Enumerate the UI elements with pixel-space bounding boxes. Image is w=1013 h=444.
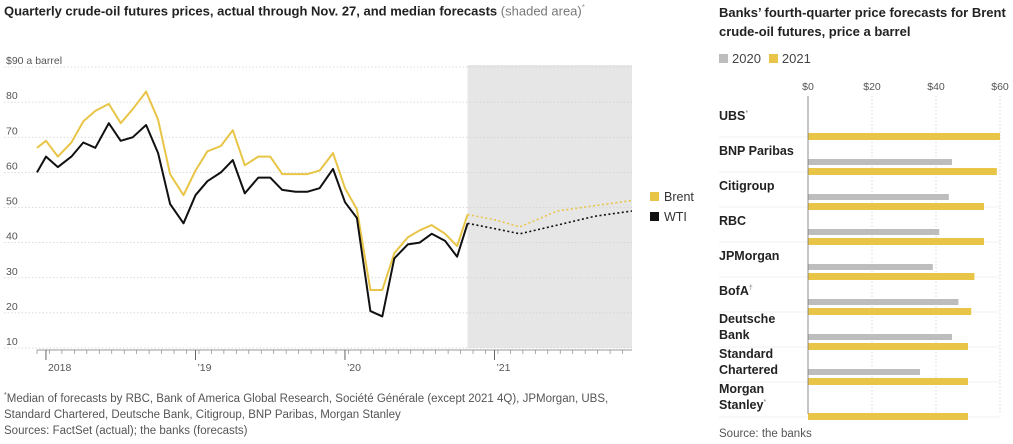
legend-swatch-2021 [768, 54, 778, 63]
y-tick-label-60: 60 [6, 160, 18, 172]
legend-item-2020: 2020 [719, 51, 761, 66]
bank-label-8: Morgan Stanley* [719, 382, 766, 412]
bar-2021-4 [808, 273, 975, 280]
bar-x-tick-label-0: $0 [802, 81, 814, 93]
bank-label-line: BNP Paribas [719, 144, 794, 158]
legend-label-brent: Brent [664, 190, 694, 204]
bar-2020-7 [808, 369, 920, 375]
note-mark: * [4, 392, 7, 399]
bar-2020-1 [808, 159, 952, 165]
bank-label-5: BofA† [719, 284, 753, 298]
legend-swatch-wti [650, 212, 659, 221]
y-tick-label-50: 50 [6, 196, 18, 208]
legend-swatch-2020 [719, 54, 728, 63]
y-tick-label-90: $90 a barrel [6, 55, 62, 67]
bank-label-line: Citigroup [719, 179, 775, 193]
bar-2021-2 [808, 203, 984, 210]
bar-x-tick-label-60: $60 [991, 81, 1009, 93]
bar-2020-5 [808, 299, 959, 305]
left-title-mark: * [581, 3, 585, 12]
bar-2021-8 [808, 413, 968, 420]
series-line-brent [36, 90, 469, 291]
bar-2021-5 [808, 308, 972, 315]
bar-2021-0 [808, 133, 1000, 140]
bank-label-6: Deutsche Bank [719, 312, 775, 342]
y-tick-label-40: 40 [6, 231, 18, 243]
note-line-2: Standard Chartered, Deutsche Bank, Citig… [4, 408, 401, 421]
bar-x-tick-label-40: $40 [927, 81, 945, 93]
bank-label-line: Bank [719, 328, 750, 342]
forecast-shaded-area [467, 65, 632, 348]
bank-label-2: Citigroup [719, 179, 775, 193]
bank-label-line: JPMorgan [719, 249, 779, 263]
y-tick-label-70: 70 [6, 125, 18, 137]
left-title-main: Quarterly crude-oil futures prices, actu… [4, 3, 498, 19]
series-forecast-wti [467, 210, 633, 235]
bank-label-0: UBS* [719, 109, 748, 123]
bank-label-line: Deutsche [719, 312, 775, 326]
x-tick-label-2018: 2018 [48, 362, 72, 374]
bank-label-line: Standard [719, 347, 773, 361]
series-forecast-brent [467, 199, 633, 228]
legend-swatch-brent [650, 192, 659, 201]
bank-label-line: BofA [719, 284, 749, 298]
bar-2021-3 [808, 238, 984, 245]
bank-label-line: UBS [719, 109, 745, 123]
legend-item-2021: 2021 [768, 51, 811, 66]
note-text-1: Median of forecasts by RBC, Bank of Amer… [6, 392, 609, 405]
legend-label-2020: 2020 [732, 51, 761, 66]
bar-2020-3 [808, 229, 940, 235]
bank-chart-legend: 2020 2021 [719, 51, 811, 66]
bank-label-mark: * [745, 110, 748, 117]
left-chart-title: Quarterly crude-oil futures prices, actu… [4, 3, 585, 18]
bank-chart-source: Source: the banks [719, 428, 812, 440]
y-tick-label-10: 10 [6, 336, 18, 348]
bank-label-line: Chartered [719, 363, 778, 377]
note-line-1: *Median of forecasts by RBC, Bank of Ame… [4, 388, 664, 407]
y-tick-label-20: 20 [6, 301, 18, 313]
legend-label-wti: WTI [664, 210, 687, 224]
chart-notes: *Median of forecasts by RBC, Bank of Ame… [4, 388, 664, 439]
bar-2020-6 [808, 334, 952, 340]
y-tick-label-30: 30 [6, 266, 18, 278]
bank-label-line: Stanley [719, 398, 764, 412]
bank-label-mark: * [763, 399, 766, 406]
bank-label-7: Standard Chartered [719, 347, 778, 377]
x-tick-label-’19: ’19 [197, 362, 211, 374]
bank-label-line: RBC [719, 214, 746, 228]
bank-label-mark: † [749, 285, 753, 292]
bar-2020-2 [808, 194, 949, 200]
bar-2021-1 [808, 168, 997, 175]
series-line-wti [36, 122, 469, 318]
bank-label-3: RBC [719, 214, 746, 228]
right-chart-title: Banks’ fourth-quarter price forecasts fo… [719, 5, 1006, 39]
left-title-paren: (shaded area) [500, 3, 582, 19]
bar-2020-4 [808, 264, 933, 270]
x-tick-label-’20: ’20 [347, 362, 361, 374]
bank-label-4: JPMorgan [719, 249, 779, 263]
x-tick-label-’21: ’21 [496, 362, 510, 374]
note-sources: Sources: FactSet (actual); the banks (fo… [4, 424, 248, 437]
legend-label-2021: 2021 [781, 51, 811, 66]
y-tick-label-80: 80 [6, 90, 18, 102]
bar-2021-7 [808, 378, 968, 385]
price-line-chart: 10 20 30 40 50 60 70 80 $90 a barrel 2018 ’19 ’20 ’2… [4, 55, 694, 374]
bar-2021-6 [808, 343, 968, 350]
bank-label-1: BNP Paribas [719, 144, 794, 158]
bar-x-tick-label-20: $20 [863, 81, 881, 93]
bank-label-line: Morgan [719, 382, 764, 396]
